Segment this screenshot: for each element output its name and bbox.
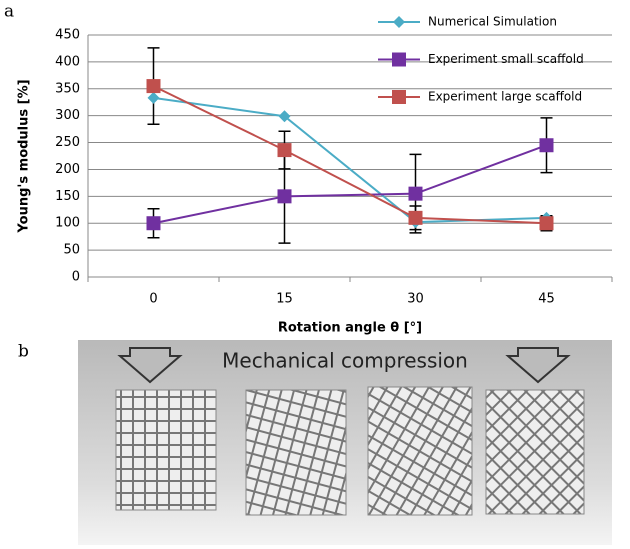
marker xyxy=(277,189,292,204)
series-line xyxy=(153,144,547,225)
marker xyxy=(408,186,423,201)
y-tick-label: 150 xyxy=(55,189,80,204)
y-tick-label: 50 xyxy=(63,243,80,258)
legend-label: Experiment small scaffold xyxy=(428,52,584,66)
y-tick-label: 400 xyxy=(55,54,80,69)
series-line xyxy=(153,96,547,224)
marker xyxy=(393,16,405,28)
marker xyxy=(277,143,292,158)
marker xyxy=(539,138,554,153)
scaffold xyxy=(115,389,217,511)
panel-label: b xyxy=(18,342,29,362)
scaffold xyxy=(485,389,585,515)
arrow xyxy=(505,347,571,384)
panel-label: a xyxy=(4,2,14,22)
y-tick-label: 300 xyxy=(55,108,80,123)
arrow xyxy=(117,347,183,384)
x-axis-title: Rotation angle θ [°] xyxy=(278,321,422,336)
marker xyxy=(146,79,161,94)
y-tick-label: 350 xyxy=(55,81,80,96)
marker xyxy=(278,110,291,123)
y-tick-label: 450 xyxy=(55,28,80,43)
x-tick-label: 15 xyxy=(276,292,293,307)
marker xyxy=(146,216,161,231)
legend-label: Experiment large scaffold xyxy=(428,90,582,104)
photo-caption: Mechanical compression xyxy=(222,349,468,373)
marker xyxy=(539,216,554,231)
y-tick-label: 200 xyxy=(55,162,80,177)
y-tick-label: 0 xyxy=(72,270,80,285)
x-tick-label: 45 xyxy=(538,292,555,307)
marker xyxy=(147,91,160,104)
x-tick-label: 0 xyxy=(149,292,157,307)
legend-label: Numerical Simulation xyxy=(428,15,557,29)
marker xyxy=(408,210,423,225)
y-tick-label: 250 xyxy=(55,135,80,150)
marker xyxy=(392,90,406,104)
scaffold xyxy=(367,386,473,516)
series-line xyxy=(153,85,547,225)
marker xyxy=(392,52,406,67)
photo: Mechanical compression xyxy=(78,340,612,545)
y-axis-title: Young's modulus [%] xyxy=(17,79,32,233)
scaffold xyxy=(245,389,347,516)
y-tick-label: 100 xyxy=(55,216,80,231)
x-tick-label: 30 xyxy=(407,292,424,307)
